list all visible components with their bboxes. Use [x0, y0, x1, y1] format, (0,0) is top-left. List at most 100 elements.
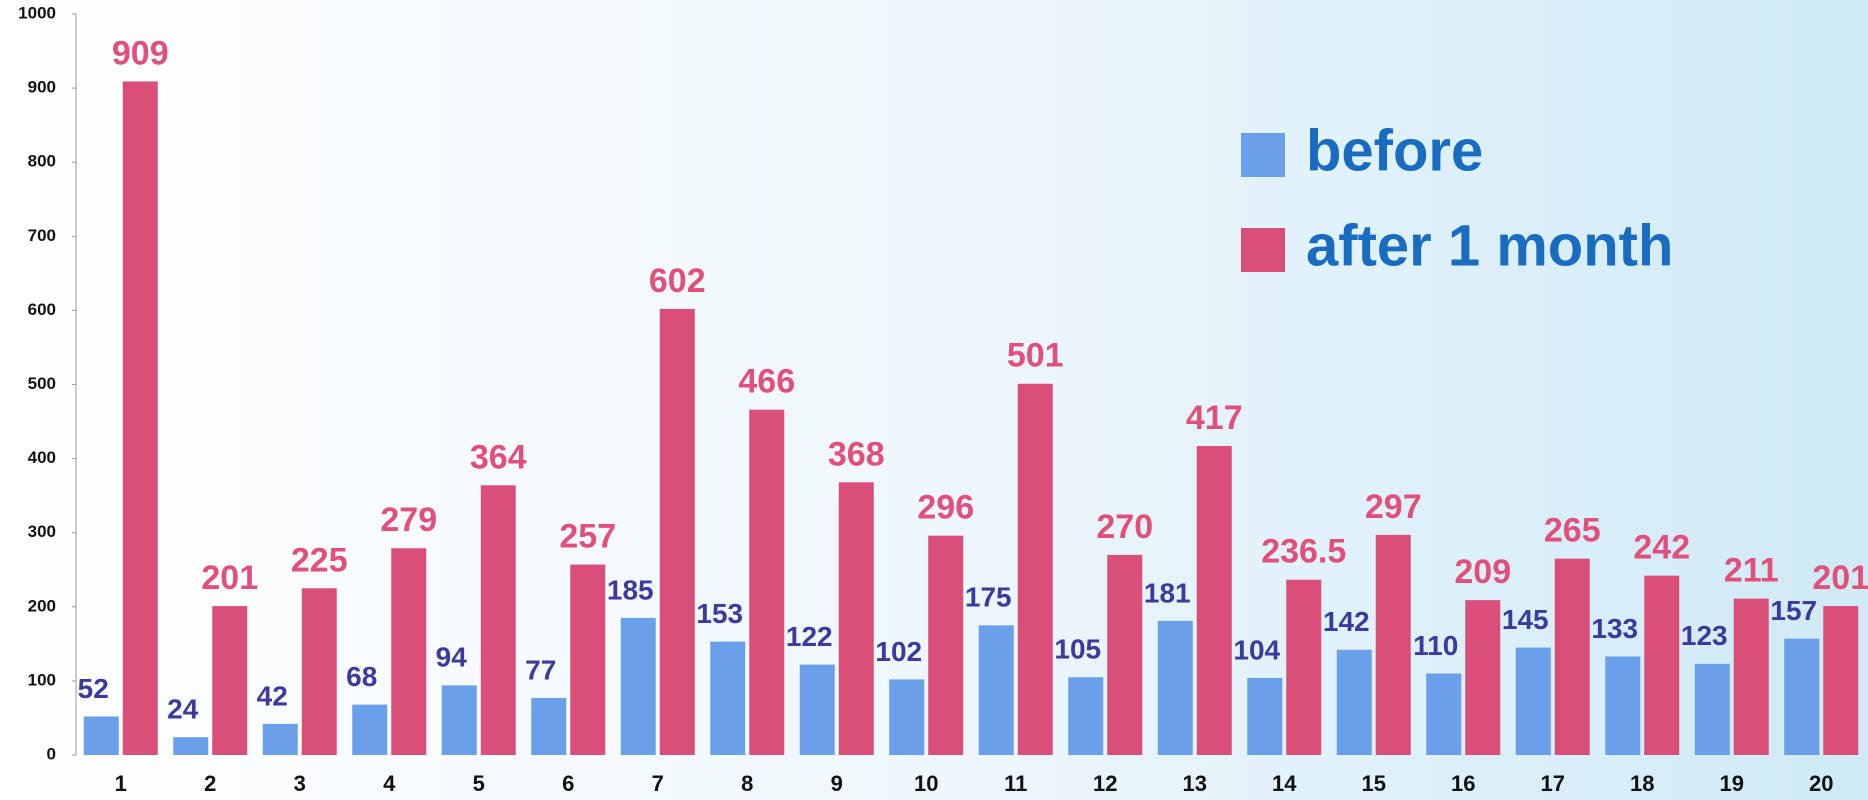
bar — [531, 697, 567, 755]
bar — [799, 664, 835, 755]
bar — [1426, 673, 1462, 755]
data-label: 105 — [1054, 634, 1101, 665]
legend-swatch — [1241, 133, 1285, 177]
bar — [1644, 575, 1680, 755]
data-label: 417 — [1186, 399, 1243, 437]
data-label: 185 — [607, 574, 654, 605]
data-label: 104 — [1233, 634, 1280, 665]
data-label: 133 — [1591, 613, 1638, 644]
bar — [1068, 677, 1104, 755]
bar — [1107, 554, 1143, 755]
bar — [1196, 446, 1232, 755]
bar — [441, 685, 477, 755]
bar — [1286, 579, 1322, 755]
bar — [83, 716, 119, 755]
data-label: 42 — [257, 680, 288, 711]
data-label: 122 — [786, 621, 833, 652]
data-label: 145 — [1502, 604, 1549, 635]
data-label: 368 — [828, 435, 885, 473]
data-label: 153 — [696, 598, 743, 629]
data-label: 265 — [1544, 512, 1601, 550]
data-label: 296 — [917, 489, 974, 527]
bar — [301, 588, 337, 755]
x-tick-label: 5 — [473, 771, 485, 796]
bar — [1823, 606, 1859, 755]
data-label: 175 — [965, 582, 1012, 613]
bar — [391, 548, 427, 755]
legend-swatch — [1241, 228, 1285, 272]
data-label: 94 — [436, 642, 468, 673]
x-tick-label: 11 — [1004, 771, 1027, 796]
bar — [480, 485, 516, 755]
bar — [352, 704, 388, 755]
data-label: 279 — [380, 501, 437, 539]
data-label: 201 — [1812, 559, 1868, 597]
bar — [262, 723, 298, 755]
data-label: 211 — [1724, 552, 1779, 590]
x-tick-label: 4 — [383, 771, 396, 796]
x-tick-label: 8 — [741, 771, 753, 796]
data-label: 52 — [78, 673, 109, 704]
bar — [570, 564, 606, 755]
bar — [1247, 677, 1283, 755]
data-label: 209 — [1454, 553, 1511, 591]
x-tick-label: 9 — [831, 771, 843, 796]
data-label: 225 — [291, 541, 348, 579]
data-label: 123 — [1681, 620, 1728, 651]
legend-label: after 1 month — [1306, 213, 1673, 278]
x-tick-label: 18 — [1630, 771, 1654, 796]
bar — [659, 308, 695, 755]
data-label: 466 — [738, 363, 795, 401]
bar — [1017, 383, 1053, 755]
data-label: 102 — [875, 636, 922, 667]
bar — [838, 482, 874, 755]
x-tick-label: 12 — [1093, 771, 1117, 796]
x-tick-label: 3 — [294, 771, 306, 796]
bar — [1605, 656, 1641, 755]
x-tick-label: 17 — [1541, 771, 1565, 796]
bar — [978, 625, 1014, 755]
x-tick-label: 2 — [204, 771, 216, 796]
x-tick-label: 1 — [115, 771, 127, 796]
bar — [173, 737, 209, 755]
y-tick-label: 0 — [47, 744, 56, 763]
bar — [1375, 534, 1411, 755]
legend-label: before — [1306, 118, 1483, 183]
bar — [1694, 663, 1730, 755]
data-label: 68 — [346, 661, 377, 692]
y-tick-label: 500 — [28, 374, 56, 393]
x-tick-label: 16 — [1451, 771, 1475, 796]
y-tick-label: 300 — [28, 522, 56, 541]
data-label: 236.5 — [1261, 533, 1346, 571]
x-tick-label: 20 — [1809, 771, 1833, 796]
y-tick-label: 600 — [28, 300, 56, 319]
y-tick-label: 400 — [28, 448, 56, 467]
bar — [1465, 600, 1501, 755]
x-tick-label: 13 — [1183, 771, 1207, 796]
data-label: 157 — [1770, 595, 1817, 626]
data-label: 364 — [470, 438, 527, 476]
y-tick-label: 100 — [28, 670, 56, 689]
bar — [749, 409, 785, 755]
data-label: 77 — [525, 654, 556, 685]
x-tick-label: 7 — [652, 771, 664, 796]
bar — [1733, 598, 1769, 755]
data-label: 270 — [1096, 508, 1153, 546]
bar — [710, 641, 746, 755]
bar — [212, 606, 248, 755]
bar — [122, 81, 158, 755]
bar — [1784, 638, 1820, 755]
data-label: 24 — [167, 694, 199, 725]
bar — [1515, 647, 1551, 755]
x-tick-label: 6 — [562, 771, 574, 796]
y-tick-label: 800 — [28, 152, 56, 171]
x-tick-label: 15 — [1362, 771, 1386, 796]
x-tick-label: 19 — [1720, 771, 1744, 796]
bar — [1157, 620, 1193, 755]
bar — [620, 617, 656, 755]
data-label: 242 — [1633, 529, 1690, 567]
x-tick-label: 10 — [914, 771, 938, 796]
y-tick-label: 1000 — [18, 3, 56, 22]
data-label: 181 — [1144, 577, 1191, 608]
